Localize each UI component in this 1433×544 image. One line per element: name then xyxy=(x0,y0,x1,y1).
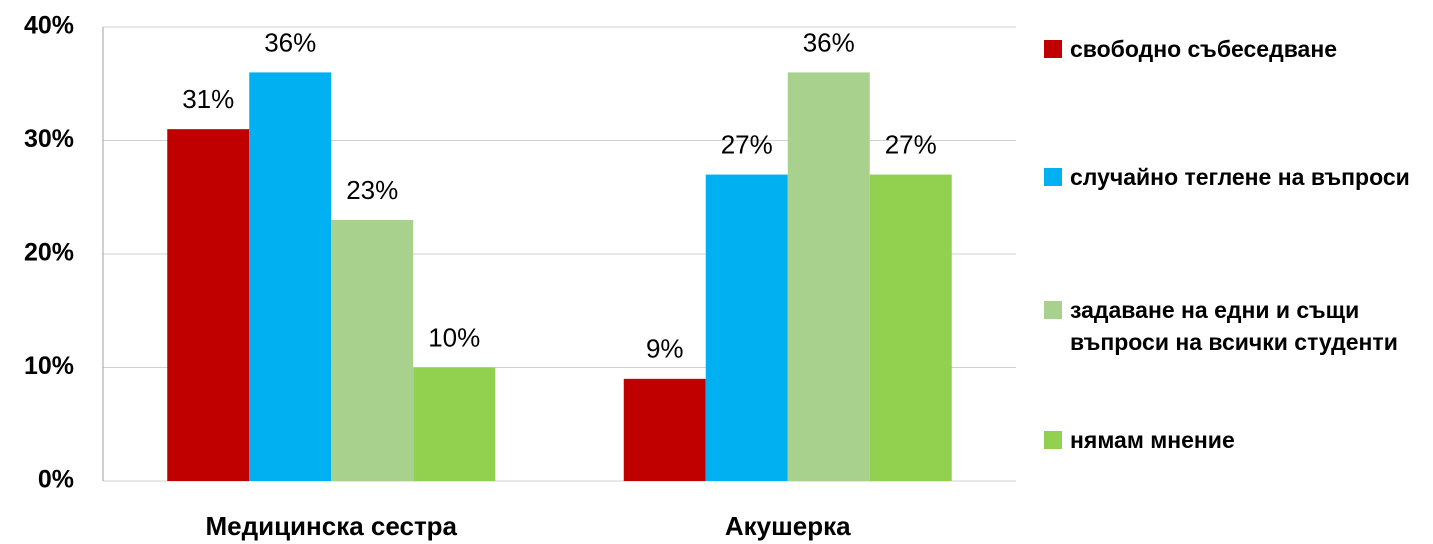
bar xyxy=(705,174,788,482)
data-label: 36% xyxy=(803,27,855,57)
legend-swatch xyxy=(1044,431,1062,449)
data-label: 9% xyxy=(646,334,684,364)
data-label: 10% xyxy=(428,322,480,352)
legend-label: случайно теглене на въпроси xyxy=(1070,164,1410,190)
legend-item: случайно теглене на въпроси xyxy=(1044,161,1429,193)
legend-swatch xyxy=(1044,40,1062,58)
data-label: 31% xyxy=(182,84,234,114)
bar xyxy=(869,174,952,482)
x-tick-label: Акушерка xyxy=(725,511,851,541)
bar xyxy=(413,367,496,481)
legend-item: свободно събеседване xyxy=(1044,33,1429,65)
legend-label: задаване на едни и същи въпроси на всичк… xyxy=(1070,297,1398,355)
x-tick-label: Медицинска сестра xyxy=(205,511,457,541)
y-tick-label: 30% xyxy=(24,125,74,153)
bar xyxy=(249,72,332,482)
y-tick-label: 0% xyxy=(38,466,74,494)
bar xyxy=(623,378,706,481)
legend-swatch xyxy=(1044,168,1062,186)
data-label: 23% xyxy=(346,175,398,205)
bar xyxy=(787,72,870,482)
y-tick-label: 40% xyxy=(24,12,74,40)
y-tick-label: 10% xyxy=(24,352,74,380)
legend-item: нямам мнение xyxy=(1044,424,1429,456)
data-label: 36% xyxy=(264,27,316,57)
data-label: 27% xyxy=(721,129,773,159)
legend-label: свободно събеседване xyxy=(1070,36,1338,62)
y-tick-label: 20% xyxy=(24,239,74,267)
legend-item: задаване на едни и същи въпроси на всичк… xyxy=(1044,294,1429,358)
legend-swatch xyxy=(1044,301,1062,319)
legend-label: нямам мнение xyxy=(1070,427,1235,453)
data-label: 27% xyxy=(885,129,937,159)
bar xyxy=(167,129,250,481)
bar xyxy=(331,219,414,481)
